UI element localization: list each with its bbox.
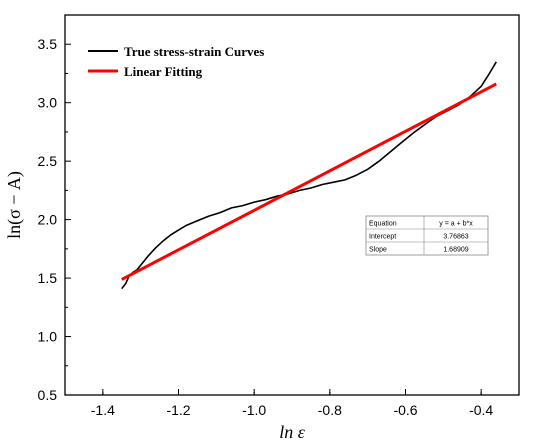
fit-table-equation-value: y = a + b*x — [439, 221, 473, 228]
fit-table: Equation y = a + b*x Intercept 3.76863 S… — [365, 215, 489, 256]
y-tick-label: 3.0 — [38, 95, 58, 111]
x-tick-label: -1.0 — [242, 402, 266, 418]
fit-table-intercept-value: 3.76863 — [443, 234, 468, 241]
y-axis-ticks: 0.5 1.0 1.5 2.0 2.5 3.0 3.5 — [38, 36, 71, 403]
legend-label-linear-fitting: Linear Fitting — [124, 64, 203, 79]
series-layer — [121, 61, 497, 290]
y-tick-label: 1.5 — [38, 270, 58, 286]
series-line-linear-fitting — [121, 82, 497, 281]
x-tick-label: -1.2 — [166, 402, 190, 418]
y-tick-label: 0.5 — [38, 387, 58, 403]
x-axis-ticks: -1.4 -1.2 -1.0 -0.8 -0.6 -0.4 — [91, 389, 493, 418]
y-tick-label: 3.5 — [38, 36, 58, 52]
fit-table-intercept-label: Intercept — [369, 234, 396, 241]
fit-table-slope-value: 1.68909 — [443, 247, 468, 254]
y-tick-label: 1.0 — [38, 329, 58, 345]
x-axis-title: ln ε — [279, 422, 306, 442]
x-tick-label: -0.4 — [469, 402, 493, 418]
x-tick-label: -0.8 — [318, 402, 342, 418]
x-tick-label: -0.6 — [393, 402, 417, 418]
y-tick-label: 2.0 — [38, 212, 58, 228]
fit-table-equation-label: Equation — [369, 221, 397, 228]
plot-frame — [64, 14, 520, 396]
legend-label-true-curves: True stress-strain Curves — [124, 44, 264, 59]
fit-table-slope-label: Slope — [369, 247, 387, 254]
x-tick-label: -1.4 — [91, 402, 115, 418]
y-axis-title: ln(σ − A) — [4, 171, 25, 239]
y-tick-label: 2.5 — [38, 153, 58, 169]
legend: True stress-strain Curves Linear Fitting — [88, 44, 264, 79]
